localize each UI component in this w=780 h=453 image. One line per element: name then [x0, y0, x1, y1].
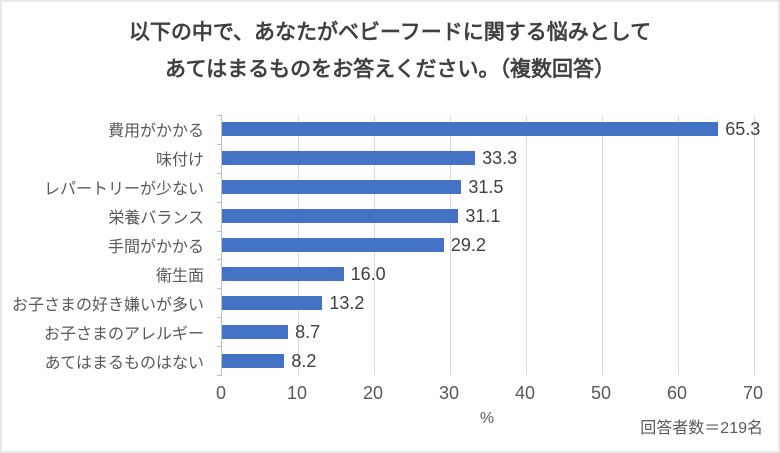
value-label: 65.3 — [725, 119, 761, 140]
category-label: 衛生面 — [155, 267, 204, 285]
gridline-50 — [602, 115, 603, 375]
x-tick-label: 30 — [438, 383, 460, 403]
category-label: 味付け — [155, 152, 204, 170]
x-tick-label: 20 — [362, 383, 384, 403]
value-label: 33.3 — [482, 148, 518, 169]
category-tick-mark — [217, 259, 222, 260]
x-tick-label: 60 — [666, 383, 688, 403]
bar-2 — [222, 180, 462, 195]
category-label: レパートリーが少ない — [43, 181, 204, 199]
x-axis: 0 10 20 30 40 50 60 70 — [216, 383, 763, 405]
category-tick-mark — [217, 115, 222, 116]
category-label: お子さまの好き嫌いが多い — [11, 296, 204, 314]
category-tick-mark — [217, 317, 222, 318]
bar-7 — [222, 324, 289, 339]
bar-5 — [222, 266, 344, 281]
bar-1 — [222, 151, 476, 166]
chart-title-line2: あてはまるものをお答えください。（複数回答） — [164, 58, 616, 81]
x-tick-label: 50 — [590, 383, 612, 403]
category-tick-mark — [217, 375, 222, 376]
category-tick-mark — [217, 144, 222, 145]
gridline-30 — [450, 115, 451, 375]
gridline-40 — [526, 115, 527, 375]
plot-area: 65.3 33.3 31.5 31.1 29.2 16.0 13.2 8.7 8.2 — [217, 115, 760, 376]
category-axis: 費用がかかる味付けレパートリーが少ない栄養バランス 手間がかかる衛生面お子さまの好… — [2, 115, 213, 375]
value-label: 31.1 — [465, 206, 501, 227]
x-tick-label: 10 — [286, 383, 308, 403]
bar-8 — [222, 353, 285, 368]
bar-0 — [222, 122, 719, 137]
x-tick-label: 0 — [215, 383, 227, 403]
bar-3 — [222, 209, 459, 224]
value-label: 31.5 — [468, 177, 504, 198]
value-label: 8.2 — [291, 350, 317, 371]
category-tick-mark — [217, 346, 222, 347]
category-tick-mark — [217, 202, 222, 203]
category-label: あてはまるものはない — [44, 354, 204, 372]
gridline-70 — [754, 115, 755, 375]
respondent-count-note: 回答者数＝219名 — [640, 420, 763, 437]
category-tick-mark — [217, 231, 222, 232]
category-label: 栄養バランス — [108, 210, 204, 228]
x-axis-title: % — [479, 410, 495, 427]
category-label: 費用がかかる — [107, 123, 204, 141]
bar-6 — [222, 295, 323, 310]
value-label: 29.2 — [450, 235, 486, 255]
chart-title-line1: 以下の中で、あなたがベビーフードに関する悩みとして — [128, 21, 652, 44]
x-tick-label: 70 — [742, 383, 764, 403]
gridline-60 — [678, 115, 679, 375]
category-tick-mark — [217, 173, 222, 174]
value-label: 16.0 — [350, 263, 386, 284]
x-tick-label: 40 — [514, 383, 536, 403]
value-label: 13.2 — [329, 292, 365, 313]
category-label: お子さまのアレルギー — [43, 325, 204, 343]
bar-4 — [222, 238, 444, 252]
value-label: 8.7 — [295, 321, 321, 342]
chart-title: 以下の中で、あなたがベビーフードに関する悩みとして あてはまるものをお答えくださ… — [2, 14, 778, 88]
category-label: 手間がかかる — [107, 238, 204, 256]
category-tick-mark — [217, 288, 222, 289]
